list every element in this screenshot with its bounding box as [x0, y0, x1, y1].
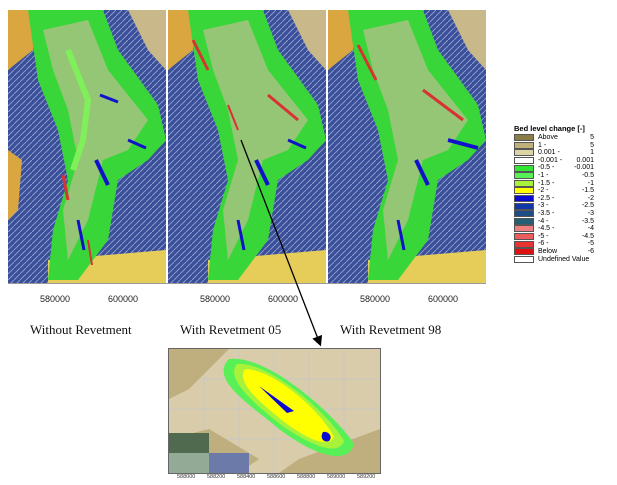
zoom-x-tick: 588200: [207, 474, 226, 480]
legend-label-to: -1.5: [581, 187, 594, 195]
legend-label-to: -2: [587, 194, 594, 202]
zoom-x-tick: 588400: [237, 474, 256, 480]
legend-label-to: -6: [587, 247, 594, 255]
legend-swatch: [514, 187, 534, 195]
legend-swatch: [514, 157, 534, 165]
legend-swatch: [514, 233, 534, 241]
legend-label-from: -1.5 -: [538, 179, 555, 187]
legend-row: -1 - -0.5: [514, 172, 617, 180]
zoom-map-image: [169, 349, 380, 473]
legend-swatch: [514, 225, 534, 233]
map-image: [168, 10, 326, 283]
legend-label-from: -1 -: [538, 171, 549, 179]
map-panel-without-revetment: [8, 10, 166, 283]
legend-row: 1 - 5: [514, 142, 617, 150]
legend-row: -2 - -1.5: [514, 187, 617, 195]
legend-label-to: -4.5: [581, 232, 594, 240]
x-tick: 580000: [200, 294, 231, 304]
legend-row: Undefined Value: [514, 256, 617, 264]
legend-label-from: -2.5 -: [538, 194, 555, 202]
legend-swatch: [514, 149, 534, 157]
legend-swatch: [514, 248, 534, 256]
legend-swatch: [514, 141, 534, 149]
legend-label-to: -3: [587, 209, 594, 217]
zoom-x-tick: 589200: [357, 474, 376, 480]
legend-title: Bed level change [-]: [514, 124, 585, 133]
legend-swatch: [514, 255, 534, 263]
legend-row: -3.5 - -3: [514, 210, 617, 218]
legend-swatch: [514, 195, 534, 203]
legend-row: -4 - -3.5: [514, 218, 617, 226]
legend-row: -0.5 - -0.001: [514, 164, 617, 172]
legend-label-from: -3 -: [538, 202, 549, 210]
legend-rows: Above 5 1 -5 0.001 -1 -0.001 -0.001 -0.5 - -0.…: [514, 134, 617, 263]
legend-label-to: -3.5: [581, 217, 594, 225]
legend-swatch: [514, 217, 534, 225]
legend-swatch: [514, 210, 534, 218]
legend-label-from: -0.5 -: [538, 164, 555, 172]
legend-label-from: Above: [538, 134, 558, 141]
map-image: [8, 10, 166, 283]
map-image: [328, 10, 486, 283]
legend-swatch: [514, 202, 534, 210]
legend-row: Above 5: [514, 134, 617, 142]
legend-label-from: 1 -: [538, 141, 547, 149]
panel-caption: With Revetment 98: [340, 322, 442, 337]
legend-label-from: 0.001 -: [538, 149, 560, 157]
legend-row: -0.001 - 0.001: [514, 157, 617, 165]
panel-caption: Without Revetment: [30, 322, 132, 337]
zoom-x-tick: 588600: [267, 474, 286, 480]
legend-label: Undefined Value: [538, 255, 590, 263]
x-tick: 580000: [360, 294, 391, 304]
legend-label-to: -0.5: [581, 171, 594, 179]
zoom-inset: [168, 348, 381, 474]
legend-label-to: 5: [590, 134, 594, 141]
legend-label-to: 1: [590, 149, 594, 157]
legend-row: -3 - -2.5: [514, 202, 617, 210]
legend-label-to: 5: [590, 141, 594, 149]
zoom-x-tick: 588800: [297, 474, 316, 480]
legend-label-from: -6 -: [538, 240, 549, 248]
legend-row: -1.5 - -1: [514, 180, 617, 188]
legend-row: Below -6: [514, 248, 617, 256]
map-panel-with-revetment-05: [168, 10, 326, 283]
legend-row: -4.5 - -4: [514, 225, 617, 233]
x-tick: 600000: [108, 294, 139, 304]
legend-swatch: [514, 134, 534, 142]
legend-label-from: Below: [538, 247, 558, 255]
legend-label-from: -0.001 -: [538, 156, 563, 164]
legend-label-to: -0.001: [574, 164, 594, 172]
legend-label-to: 0.001: [576, 156, 594, 164]
panel-caption: With Revetment 05: [180, 322, 282, 337]
legend-row: 0.001 - 1: [514, 149, 617, 157]
legend-swatch: [514, 164, 534, 172]
legend-label-from: -4.5 -: [538, 225, 555, 233]
x-tick: 600000: [268, 294, 299, 304]
x-axis-strip: [8, 283, 486, 306]
legend-label-to: -4: [587, 225, 594, 233]
legend-label-from: -3.5 -: [538, 209, 555, 217]
zoom-x-tick: 589000: [327, 474, 346, 480]
legend-swatch: [514, 179, 534, 187]
legend: Bed level change [-] Above 5 1 -5 0.001 -1-…: [514, 124, 617, 263]
legend-row: -6 - -5: [514, 240, 617, 248]
legend-swatch: [514, 172, 534, 180]
x-tick: 600000: [428, 294, 459, 304]
legend-swatch: [514, 240, 534, 248]
zoom-x-tick: 588000: [177, 474, 196, 480]
legend-label-to: -2.5: [581, 202, 594, 210]
x-tick: 580000: [40, 294, 71, 304]
legend-label-to: -1: [587, 179, 594, 187]
legend-label-to: -5: [587, 240, 594, 248]
legend-label-from: -2 -: [538, 187, 549, 195]
map-panel-with-revetment-98: [328, 10, 486, 283]
legend-row: -5 - -4.5: [514, 233, 617, 241]
legend-label-from: -5 -: [538, 232, 549, 240]
legend-label-from: -4 -: [538, 217, 549, 225]
legend-row: -2.5 - -2: [514, 195, 617, 203]
